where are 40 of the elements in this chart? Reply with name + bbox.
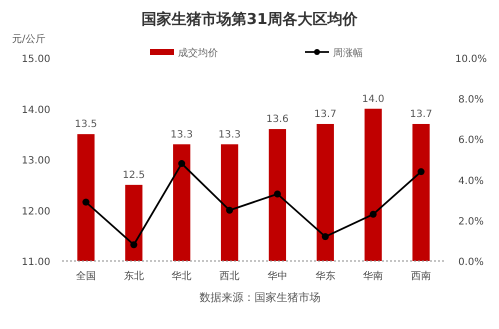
- data-label: 13.6: [266, 114, 289, 126]
- y-tick-label: 15.00: [22, 54, 50, 65]
- x-tick-label: 西南: [411, 270, 432, 282]
- point: [370, 210, 377, 218]
- x-tick-label: 华南: [363, 270, 384, 282]
- y-tick-label: 14.00: [22, 104, 50, 116]
- x-tick-label: 全国: [76, 270, 96, 282]
- y-tick-label: 13.00: [22, 156, 50, 166]
- x-tick-label: 东北: [124, 270, 144, 282]
- data-label: 12.5: [122, 170, 145, 181]
- x-tick-label: 西北: [220, 270, 240, 282]
- x-tick-label: 华东: [315, 270, 336, 282]
- data-label: 13.3: [170, 129, 193, 140]
- legend-label: 周涨幅: [333, 47, 363, 59]
- data-label: 13.3: [218, 129, 241, 140]
- y2-tick-label: 0.0%: [458, 257, 484, 268]
- point: [226, 206, 234, 214]
- legend-label: 成交均价: [178, 47, 218, 59]
- point: [418, 168, 425, 176]
- y-tick-label: 12.00: [22, 206, 50, 218]
- y2-tick-label: 10.0%: [455, 54, 487, 65]
- y2-tick-label: 2.0%: [458, 216, 484, 228]
- y-tick-label: 11.00: [22, 257, 50, 268]
- chart-title: 国家生猪市场第31周各大区均价: [142, 10, 358, 28]
- x-tick-label: 华北: [172, 270, 192, 282]
- x-tick-label: 华中: [267, 270, 288, 282]
- data-label: 14.0: [362, 94, 384, 105]
- point: [178, 160, 186, 168]
- point: [274, 190, 281, 198]
- y2-tick-label: 6.0%: [458, 135, 484, 146]
- data-label: 13.7: [410, 108, 432, 120]
- data-label: 13.7: [314, 108, 336, 120]
- point: [322, 233, 329, 240]
- y-axis-title: 元/公斤: [12, 33, 46, 45]
- y2-tick-label: 4.0%: [458, 176, 484, 187]
- point: [82, 198, 90, 206]
- data-label: 13.5: [74, 119, 98, 130]
- y2-tick-label: 8.0%: [458, 94, 484, 106]
- point: [130, 241, 138, 248]
- source-note: 数据来源：国家生猪市场: [200, 291, 320, 304]
